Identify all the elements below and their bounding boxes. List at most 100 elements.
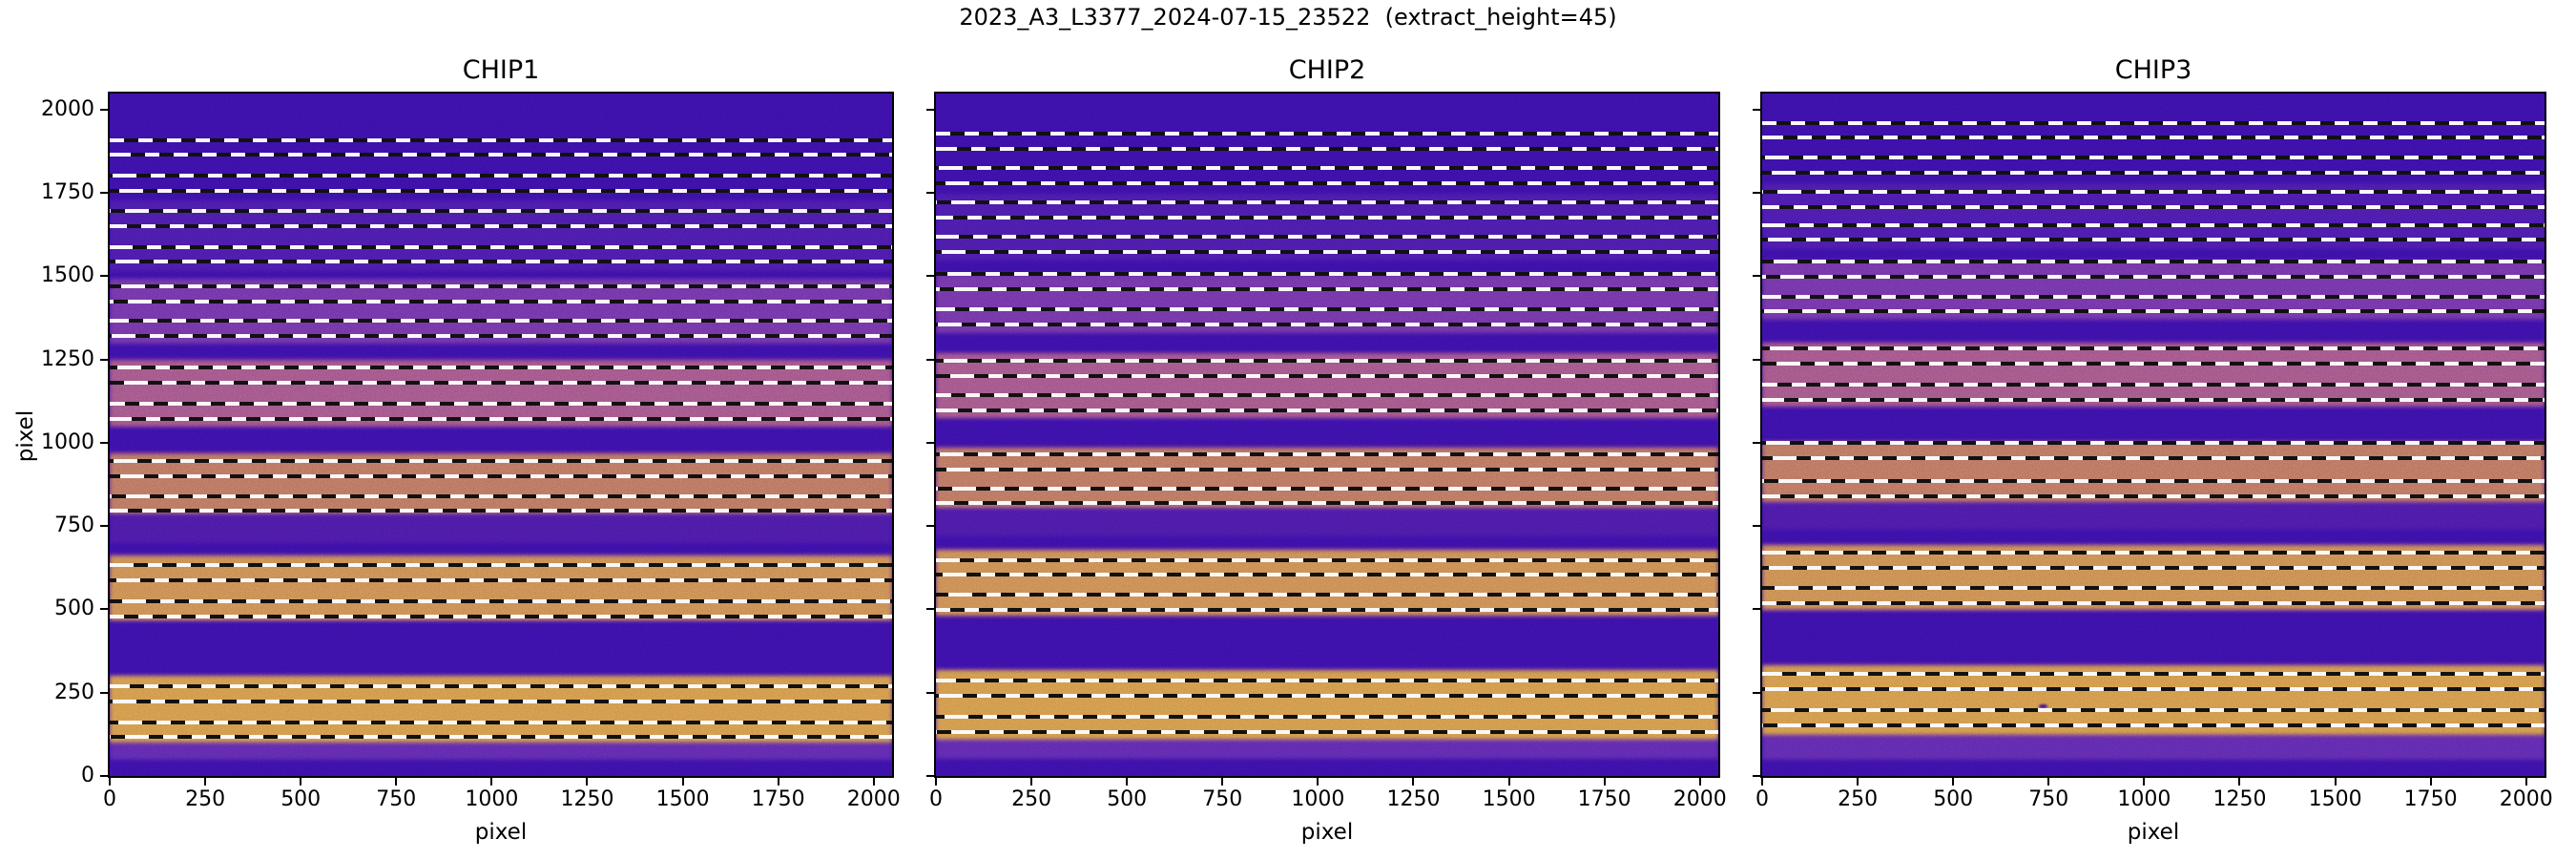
extraction-boundary-line	[1762, 156, 2545, 160]
extraction-boundary-line	[936, 486, 1718, 491]
extraction-boundary-line	[110, 598, 892, 603]
x-tick-mark	[1603, 778, 1606, 786]
x-tick-mark	[777, 778, 779, 786]
y-tick-mark	[926, 108, 934, 111]
extraction-boundary-line	[936, 373, 1718, 378]
extraction-boundary-line	[110, 493, 892, 498]
extraction-boundary-line	[1762, 189, 2545, 194]
extraction-boundary-line	[110, 153, 892, 157]
extraction-boundary-line	[936, 467, 1718, 471]
y-tick-label: 1750	[41, 180, 94, 205]
x-tick-mark	[2429, 778, 2432, 786]
extraction-boundary-line	[110, 473, 892, 478]
x-tick-mark	[300, 778, 302, 786]
extraction-boundary-line	[110, 365, 892, 369]
extraction-boundary-line	[110, 577, 892, 582]
y-axis-label: pixel	[13, 409, 38, 462]
y-tick-mark	[926, 441, 934, 444]
extraction-boundary-line	[936, 132, 1718, 136]
x-tick-label: 1250	[2212, 787, 2267, 811]
extraction-boundary-line	[936, 272, 1718, 277]
x-tick-label: 750	[2028, 787, 2069, 811]
x-tick-mark	[1126, 778, 1129, 786]
x-tick-label: 2000	[2499, 787, 2553, 811]
y-tick-mark	[100, 358, 108, 361]
y-tick-label: 1250	[41, 346, 94, 371]
y-tick-label: 250	[54, 680, 94, 704]
x-axis-label: pixel	[1300, 820, 1354, 845]
extraction-boundary-line	[1762, 309, 2545, 314]
x-tick-label: 0	[103, 787, 116, 811]
y-tick-mark	[926, 525, 934, 528]
extraction-boundary-line	[110, 402, 892, 407]
extraction-boundary-line	[110, 300, 892, 304]
y-tick-mark	[926, 608, 934, 611]
noise-texture	[110, 94, 892, 776]
extraction-boundary-line	[1762, 600, 2545, 605]
extraction-boundary-line	[1762, 170, 2545, 175]
y-tick-mark	[1753, 441, 1760, 444]
extraction-boundary-line	[936, 307, 1718, 312]
y-tick-mark	[926, 192, 934, 195]
extraction-boundary-line	[1762, 686, 2545, 691]
extraction-boundary-line	[936, 234, 1718, 239]
panel-title-chip3: CHIP3	[2114, 55, 2192, 85]
x-tick-mark	[1857, 778, 1859, 786]
extraction-boundary-line	[110, 720, 892, 724]
extraction-boundary-line	[110, 459, 892, 464]
extraction-boundary-line	[936, 358, 1718, 363]
extraction-boundary-line	[110, 244, 892, 249]
extraction-boundary-line	[1762, 294, 2545, 299]
y-tick-mark	[100, 608, 108, 611]
extraction-boundary-line	[936, 730, 1718, 735]
extraction-boundary-line	[936, 199, 1718, 204]
x-tick-label: 250	[1838, 787, 1879, 811]
y-tick-mark	[100, 441, 108, 444]
extraction-boundary-line	[1762, 361, 2545, 366]
y-tick-mark	[100, 775, 108, 777]
extraction-boundary-line	[1762, 671, 2545, 676]
x-tick-mark	[2143, 778, 2146, 786]
extraction-boundary-line	[1762, 456, 2545, 461]
x-tick-label: 1500	[2308, 787, 2362, 811]
extraction-boundary-line	[1762, 586, 2545, 591]
extraction-boundary-line	[110, 318, 892, 323]
y-tick-label: 1000	[41, 430, 94, 454]
y-tick-mark	[926, 275, 934, 278]
extraction-boundary-line	[936, 166, 1718, 171]
extraction-boundary-line	[110, 284, 892, 289]
x-tick-label: 250	[185, 787, 226, 811]
x-tick-label: 0	[1755, 787, 1769, 811]
x-tick-mark	[395, 778, 398, 786]
x-tick-label: 2000	[1672, 787, 1727, 811]
x-tick-mark	[1412, 778, 1415, 786]
x-tick-label: 1250	[560, 787, 614, 811]
extraction-boundary-line	[936, 146, 1718, 151]
extraction-boundary-line	[110, 137, 892, 142]
y-tick-mark	[1753, 525, 1760, 528]
extraction-boundary-line	[1762, 274, 2545, 279]
x-tick-label: 500	[280, 787, 322, 811]
y-tick-mark	[100, 691, 108, 694]
x-tick-mark	[1030, 778, 1033, 786]
x-tick-mark	[586, 778, 589, 786]
plot-area-chip3	[1762, 94, 2545, 776]
extraction-boundary-line	[936, 501, 1718, 506]
extraction-boundary-line	[1762, 565, 2545, 570]
x-tick-label: 250	[1011, 787, 1052, 811]
extraction-boundary-line	[1762, 136, 2545, 140]
y-tick-mark	[100, 192, 108, 195]
detector-defect-spot	[2038, 703, 2048, 709]
extraction-boundary-line	[110, 380, 892, 385]
x-tick-label: 2000	[846, 787, 901, 811]
x-tick-label: 1000	[2117, 787, 2171, 811]
x-tick-mark	[1952, 778, 1955, 786]
extraction-boundary-line	[1762, 397, 2545, 402]
x-tick-label: 1250	[1386, 787, 1441, 811]
extraction-boundary-line	[1762, 723, 2545, 728]
y-tick-mark	[1753, 775, 1760, 777]
extraction-boundary-line	[110, 260, 892, 264]
extraction-boundary-line	[110, 683, 892, 688]
extraction-boundary-line	[1762, 441, 2545, 446]
x-tick-mark	[1221, 778, 1224, 786]
